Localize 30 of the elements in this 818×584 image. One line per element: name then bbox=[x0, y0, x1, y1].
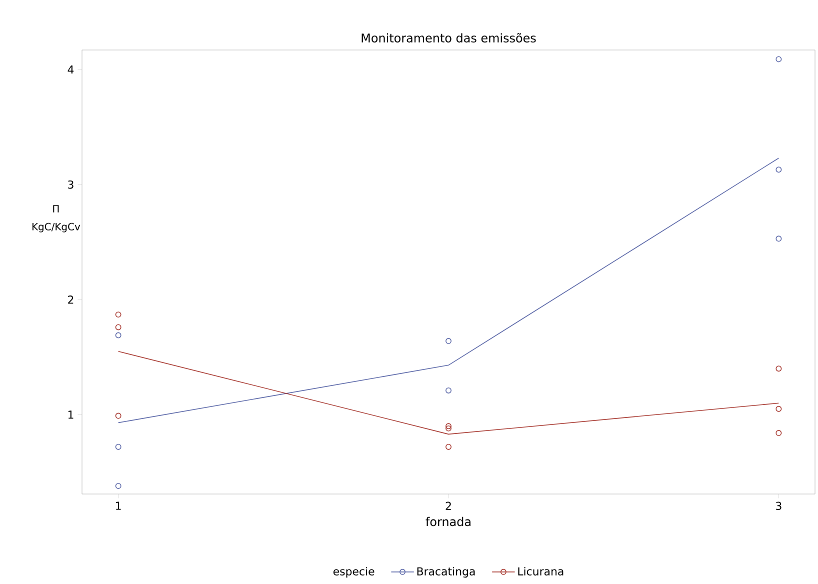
point bbox=[776, 366, 782, 372]
point bbox=[115, 444, 122, 450]
y-tick-label: 1 bbox=[68, 410, 74, 419]
point bbox=[446, 423, 452, 430]
point bbox=[446, 425, 452, 432]
point bbox=[115, 482, 122, 489]
point bbox=[776, 430, 782, 436]
point bbox=[115, 312, 122, 318]
point bbox=[776, 56, 782, 62]
y-axis-title: Π KgC/KgCv bbox=[32, 205, 80, 232]
y-tick-label: 4 bbox=[68, 66, 74, 74]
point bbox=[776, 166, 782, 173]
point bbox=[446, 387, 452, 394]
point bbox=[776, 406, 782, 412]
legend-label: Bracatinga bbox=[417, 567, 475, 578]
y-tick-label: 3 bbox=[68, 180, 74, 189]
x-axis-title: fornada bbox=[426, 516, 470, 526]
point bbox=[776, 236, 782, 242]
x-tick-label: 3 bbox=[776, 502, 782, 510]
legend-title: especie bbox=[333, 567, 374, 578]
chart-title: Monitoramento das emissões bbox=[362, 33, 536, 42]
x-tick-label: 2 bbox=[446, 502, 451, 510]
point bbox=[446, 338, 452, 344]
point bbox=[115, 332, 122, 338]
y-tick-label: 2 bbox=[68, 296, 74, 304]
point bbox=[115, 412, 122, 419]
point bbox=[115, 324, 122, 330]
point bbox=[446, 444, 452, 450]
legend-label: Licurana bbox=[518, 567, 564, 576]
x-tick-label: 1 bbox=[116, 502, 121, 510]
